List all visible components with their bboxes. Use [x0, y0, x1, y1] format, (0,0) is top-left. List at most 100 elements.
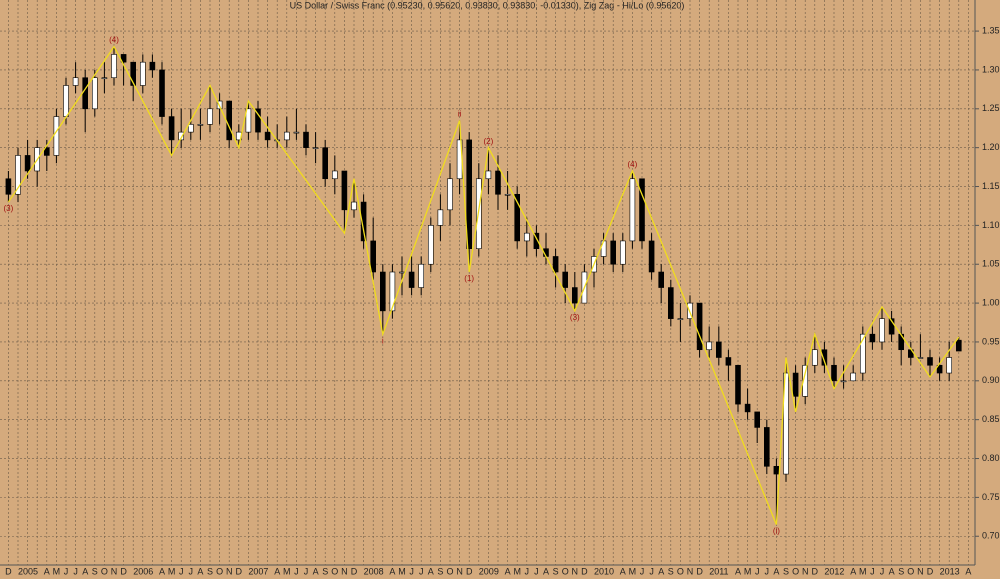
x-tick-label: 2009: [479, 566, 499, 576]
candle-body: [715, 341, 722, 358]
candle-body: [149, 61, 156, 71]
wave-label: (1): [464, 274, 474, 283]
x-tick-label: S: [668, 566, 674, 576]
candle-body: [82, 77, 88, 110]
candle-body: [619, 240, 626, 265]
y-tick-label: 1.15: [982, 181, 1000, 191]
x-tick-label: A: [620, 566, 626, 576]
candle-body: [754, 411, 761, 428]
candle-body: [466, 139, 473, 249]
candle-body: [283, 131, 290, 141]
candle-body: [351, 201, 357, 211]
y-tick-label: 1.10: [982, 220, 1000, 230]
candle-body: [946, 357, 953, 374]
x-tick-label: S: [898, 566, 904, 576]
candle-body: [255, 108, 261, 133]
x-tick-label: A: [313, 566, 319, 576]
candle-body: [207, 108, 213, 125]
candle-body: [140, 61, 146, 86]
x-tick-label: S: [437, 566, 443, 576]
candle-body: [744, 403, 751, 413]
candle-body: [322, 147, 329, 180]
x-tick-label: A: [428, 566, 434, 576]
candle-body: [168, 116, 175, 141]
x-tick-label: 2010: [594, 566, 614, 576]
y-tick-label: 0.95: [982, 336, 1000, 346]
x-tick-label: S: [322, 566, 328, 576]
x-tick-label: D: [351, 566, 358, 576]
x-tick-label: N: [572, 566, 579, 576]
candle-body: [955, 339, 962, 352]
candle-body: [648, 240, 655, 273]
x-tick-label: A: [735, 566, 741, 576]
x-tick-label: S: [783, 566, 789, 576]
x-tick-label: A: [274, 566, 280, 576]
y-tick-label: 0.80: [982, 453, 1000, 463]
candle-body: [331, 170, 338, 180]
x-tick-label: N: [802, 566, 809, 576]
x-tick-label: O: [677, 566, 684, 576]
x-tick-label: A: [197, 566, 203, 576]
x-tick-label: S: [92, 566, 98, 576]
x-tick-label: J: [534, 566, 539, 576]
candle-body: [399, 271, 405, 274]
y-tick-label: 0.85: [982, 414, 1000, 424]
x-tick-label: S: [207, 566, 213, 576]
x-tick-label: J: [73, 566, 78, 576]
candle-body: [658, 271, 665, 288]
x-tick-label: M: [168, 566, 176, 576]
x-tick-label: A: [505, 566, 511, 576]
x-tick-label: 2012: [824, 566, 844, 576]
x-tick-label: N: [111, 566, 118, 576]
x-tick-label: M: [53, 566, 61, 576]
x-tick-label: A: [82, 566, 88, 576]
x-tick-label: J: [755, 566, 760, 576]
x-tick-label: M: [859, 566, 867, 576]
x-tick-label: 2006: [133, 566, 153, 576]
x-tick-label: O: [331, 566, 338, 576]
candle-body: [379, 271, 386, 312]
x-tick-label: N: [687, 566, 694, 576]
x-tick-label: D: [120, 566, 127, 576]
candle-body: [197, 124, 204, 126]
candle-body: [130, 61, 136, 86]
x-tick-label: O: [907, 566, 914, 576]
candle-body: [927, 357, 933, 366]
wave-label: ii: [458, 110, 462, 119]
candle-body: [879, 318, 885, 343]
x-tick-label: J: [294, 566, 299, 576]
wave-label: (2): [484, 137, 494, 146]
x-tick-label: A: [965, 566, 971, 576]
x-tick-label: A: [389, 566, 395, 576]
candle-body: [245, 108, 252, 133]
wave-label: (i): [773, 527, 780, 536]
wave-label: (4): [628, 160, 638, 169]
candle-body: [610, 240, 617, 265]
candle-body: [418, 263, 425, 288]
candle-body: [936, 364, 943, 374]
candle-body: [571, 287, 578, 304]
x-tick-label: A: [44, 566, 50, 576]
x-tick-label: J: [525, 566, 530, 576]
x-tick-label: N: [341, 566, 348, 576]
candle-body: [5, 178, 12, 195]
candle-body: [92, 77, 98, 110]
y-tick-label: 0.75: [982, 492, 1000, 502]
y-tick-label: 0.90: [982, 375, 1000, 385]
x-tick-label: A: [850, 566, 856, 576]
x-tick-label: 2011: [709, 566, 728, 576]
x-tick-label: J: [649, 566, 654, 576]
x-tick-label: O: [216, 566, 223, 576]
x-tick-label: M: [513, 566, 521, 576]
candle-body: [53, 116, 60, 156]
candle-body: [389, 271, 396, 312]
candle-body: [629, 178, 636, 242]
x-tick-label: O: [101, 566, 108, 576]
candle-body: [869, 333, 876, 343]
x-tick-label: A: [773, 566, 779, 576]
candle-body: [773, 465, 780, 475]
candle-body: [523, 232, 530, 242]
wave-label: (3): [570, 313, 580, 322]
x-tick-label: N: [226, 566, 233, 576]
